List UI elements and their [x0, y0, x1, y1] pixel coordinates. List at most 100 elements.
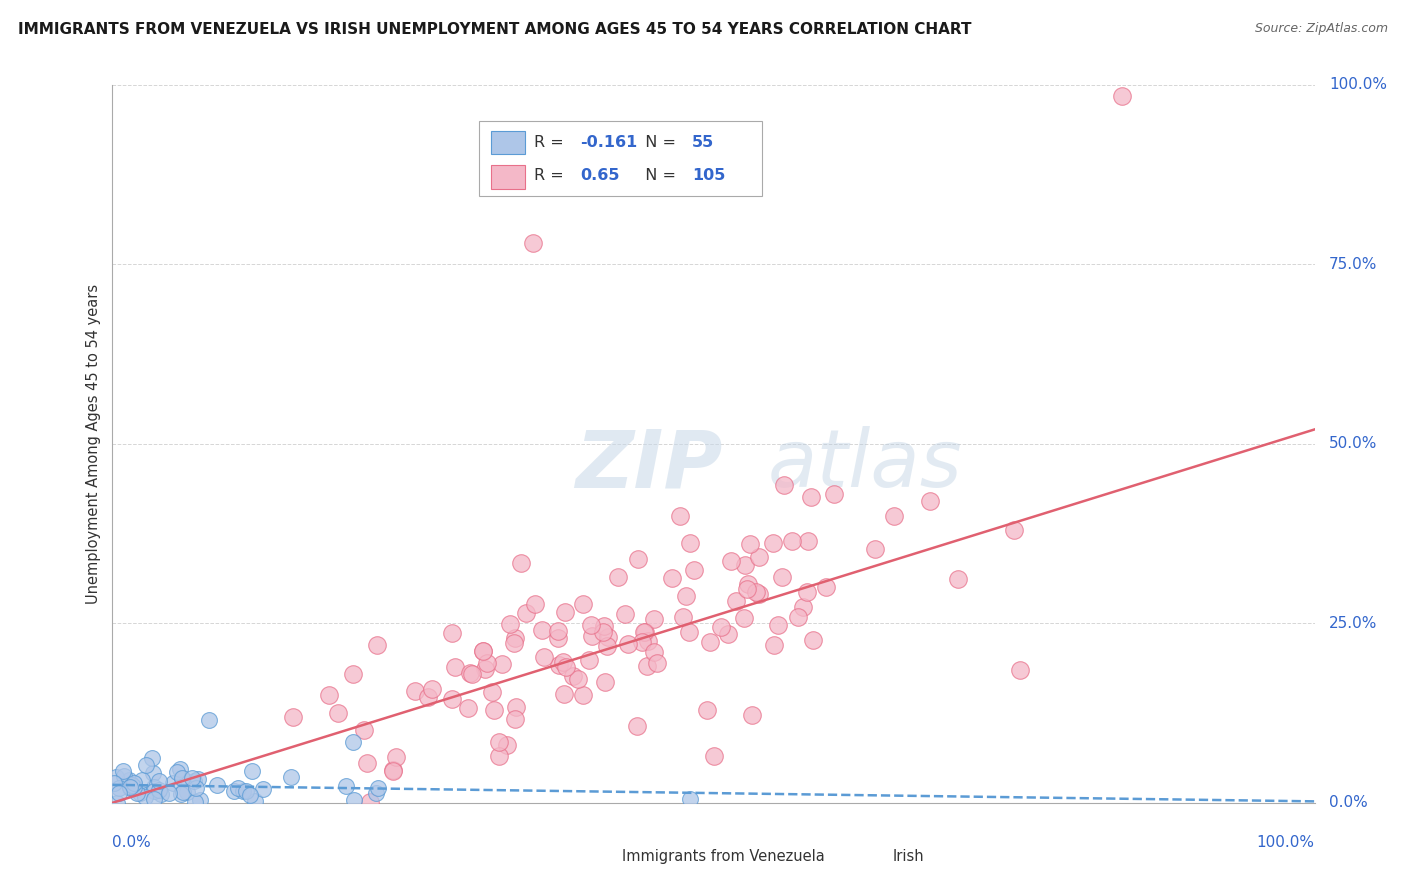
Point: [748, 550, 770, 565]
Text: 0.0%: 0.0%: [112, 835, 152, 850]
Point: [669, 509, 692, 524]
Point: [141, 750, 163, 764]
Point: [745, 585, 768, 599]
Point: [318, 688, 340, 702]
Point: [773, 478, 796, 492]
Point: [162, 776, 184, 790]
Point: [733, 611, 755, 625]
Point: [176, 785, 198, 799]
Point: [205, 778, 228, 792]
Text: ZIP: ZIP: [575, 426, 723, 504]
Point: [457, 701, 479, 715]
Point: [555, 660, 578, 674]
Point: [770, 570, 793, 584]
Text: 50.0%: 50.0%: [1329, 436, 1378, 451]
Point: [187, 772, 209, 786]
Text: 0.0%: 0.0%: [1329, 796, 1368, 810]
Text: 0.65: 0.65: [581, 169, 620, 184]
Point: [741, 708, 763, 723]
Point: [503, 636, 526, 650]
Text: 100.0%: 100.0%: [1257, 835, 1315, 850]
Point: [118, 772, 141, 787]
Point: [626, 719, 648, 733]
Point: [488, 735, 510, 749]
Point: [553, 687, 575, 701]
Text: atlas: atlas: [768, 426, 962, 504]
Text: IMMIGRANTS FROM VENEZUELA VS IRISH UNEMPLOYMENT AMONG AGES 45 TO 54 YEARS CORREL: IMMIGRANTS FROM VENEZUELA VS IRISH UNEMP…: [18, 22, 972, 37]
Point: [143, 792, 166, 806]
Point: [800, 490, 823, 504]
Point: [280, 770, 302, 784]
Point: [359, 795, 381, 809]
Point: [581, 629, 603, 643]
Point: [281, 709, 304, 723]
Point: [1002, 523, 1025, 537]
Point: [786, 609, 808, 624]
Point: [547, 632, 569, 646]
Point: [675, 589, 697, 603]
Point: [562, 669, 585, 683]
Point: [522, 235, 544, 250]
Point: [122, 780, 145, 794]
Point: [780, 533, 803, 548]
Point: [768, 617, 790, 632]
Point: [381, 764, 404, 778]
Point: [645, 657, 668, 671]
FancyBboxPatch shape: [588, 847, 614, 865]
Point: [440, 626, 463, 640]
Point: [129, 786, 152, 800]
Point: [108, 781, 131, 796]
Point: [385, 750, 408, 764]
Point: [169, 787, 191, 801]
Point: [118, 780, 141, 795]
Point: [636, 659, 658, 673]
Point: [142, 784, 165, 798]
Point: [554, 605, 576, 619]
Point: [481, 685, 503, 699]
Point: [420, 681, 443, 696]
FancyBboxPatch shape: [491, 131, 524, 154]
Point: [720, 554, 742, 568]
Point: [124, 776, 146, 790]
Point: [148, 782, 170, 797]
Point: [240, 764, 263, 778]
Point: [353, 723, 375, 737]
Point: [482, 703, 505, 717]
Point: [661, 571, 683, 585]
Point: [737, 576, 759, 591]
Point: [127, 786, 149, 800]
Point: [142, 780, 165, 794]
Point: [593, 675, 616, 690]
Point: [710, 620, 733, 634]
Point: [553, 655, 575, 669]
Point: [531, 624, 554, 638]
Point: [471, 644, 494, 658]
Y-axis label: Unemployment Among Ages 45 to 54 years: Unemployment Among Ages 45 to 54 years: [86, 284, 101, 604]
Point: [475, 656, 498, 670]
Text: Immigrants from Venezuela: Immigrants from Venezuela: [623, 849, 825, 864]
Point: [157, 786, 180, 800]
Point: [335, 779, 357, 793]
Point: [166, 765, 188, 780]
Point: [801, 632, 824, 647]
Point: [510, 556, 533, 570]
Point: [121, 778, 143, 792]
Point: [342, 666, 364, 681]
FancyBboxPatch shape: [479, 120, 762, 196]
Point: [696, 703, 718, 717]
Text: 55: 55: [692, 135, 714, 150]
Point: [461, 667, 484, 681]
Point: [634, 624, 657, 639]
Point: [186, 781, 208, 796]
Point: [239, 788, 262, 802]
Point: [488, 748, 510, 763]
Point: [567, 672, 589, 686]
Point: [224, 784, 246, 798]
Point: [342, 735, 364, 749]
Point: [197, 713, 219, 727]
Point: [630, 635, 652, 649]
Point: [188, 792, 211, 806]
Point: [763, 638, 786, 652]
Text: 100.0%: 100.0%: [1329, 78, 1388, 92]
Point: [735, 582, 758, 596]
